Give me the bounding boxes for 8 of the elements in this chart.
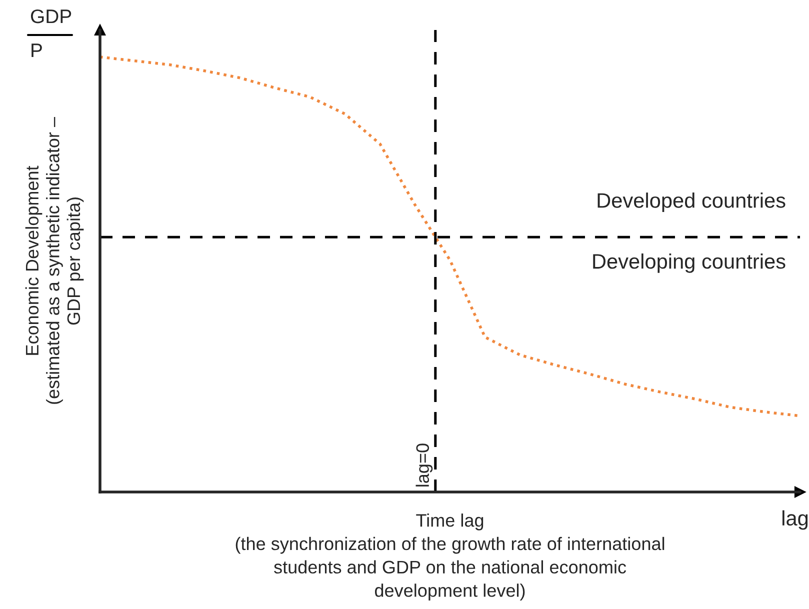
text: GDP	[30, 9, 72, 24]
text: P	[32, 44, 42, 58]
y-axis-title: Economic Development (estimated as a synthetic indicator – GDP per capita)	[25, 116, 84, 404]
text: lag	[782, 510, 808, 530]
x-axis-title: Time lag (the synchronization of the growth rate of international students and GDP on the national economic development level)	[236, 514, 664, 600]
annotation: lag=0	[416, 444, 433, 486]
annotation: Developing countries	[593, 253, 786, 273]
annotation: Developed countries	[598, 192, 786, 212]
